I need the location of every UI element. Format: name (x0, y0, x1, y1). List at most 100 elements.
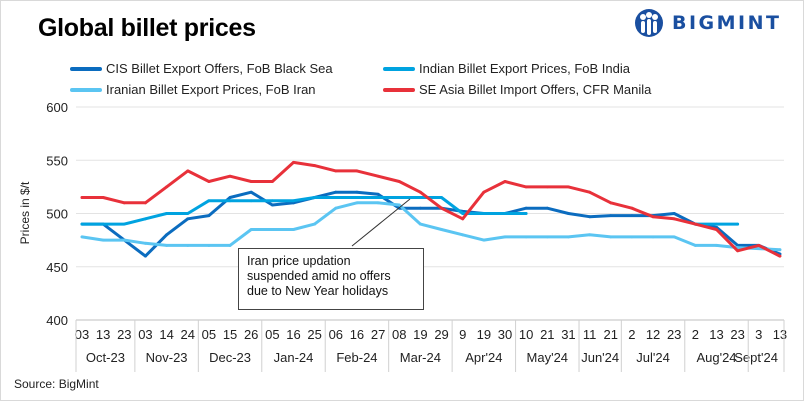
legend-swatch (383, 66, 415, 71)
x-tick-label: 23 (730, 327, 744, 342)
series-line-2 (80, 201, 782, 252)
data-point (609, 201, 613, 205)
x-tick-label: 25 (307, 327, 321, 342)
data-point (397, 203, 401, 207)
data-point (355, 196, 359, 199)
source-note: Source: BigMint (14, 377, 99, 391)
data-point (524, 185, 528, 189)
data-point (122, 238, 126, 242)
data-point (80, 222, 84, 226)
data-point (144, 201, 147, 205)
data-point (270, 180, 274, 183)
data-point (461, 217, 465, 221)
data-point (545, 185, 549, 189)
y-axis-label: Prices in $/t (18, 181, 32, 244)
data-point (270, 228, 274, 231)
x-month-label: Jun'24 (581, 350, 619, 365)
legend-label: Iranian Billet Export Prices, FoB Iran (106, 82, 316, 97)
data-point (165, 233, 169, 237)
data-point (757, 244, 761, 247)
data-point (588, 233, 591, 237)
data-point (228, 174, 232, 178)
legend-label: SE Asia Billet Import Offers, CFR Manila (419, 82, 652, 97)
x-month-label: Dec-23 (209, 350, 251, 365)
data-point (715, 222, 718, 226)
x-tick-label: 27 (371, 327, 385, 342)
data-point (545, 235, 549, 239)
data-point (503, 180, 507, 183)
data-point (757, 247, 761, 251)
data-point (524, 212, 528, 215)
data-point (334, 196, 338, 199)
data-point (461, 212, 465, 215)
data-point (715, 244, 718, 247)
data-point (186, 212, 190, 215)
data-point (482, 212, 486, 215)
data-point (270, 203, 274, 207)
y-tick-label: 400 (46, 313, 68, 328)
x-tick-label: 13 (709, 327, 723, 342)
data-point (249, 190, 253, 194)
bigmint-logo: BIGMINT (634, 8, 782, 38)
data-point (334, 190, 338, 194)
x-tick-label: 3 (755, 327, 762, 342)
data-point (440, 206, 443, 210)
x-tick-label: 06 (329, 327, 343, 342)
x-tick-label: 2 (692, 327, 699, 342)
data-point (101, 222, 105, 226)
data-point (376, 196, 380, 199)
annotation-line: due to New Year holidays (247, 284, 389, 298)
x-month-label: Apr'24 (465, 350, 502, 365)
bigmint-people-icon (635, 9, 663, 37)
x-tick-label: 10 (519, 327, 533, 342)
x-tick-label: 03 (75, 327, 89, 342)
x-tick-label: 12 (646, 327, 660, 342)
x-tick-label: 03 (138, 327, 152, 342)
x-tick-label: 19 (477, 327, 491, 342)
data-point (207, 180, 211, 183)
data-point (122, 222, 126, 226)
series-line-0 (80, 190, 782, 258)
y-tick-label: 500 (46, 207, 68, 222)
data-point (376, 201, 380, 205)
legend-item-se-asia: SE Asia Billet Import Offers, CFR Manila (383, 82, 651, 97)
data-point (609, 214, 613, 218)
data-point (651, 215, 655, 219)
data-point (715, 228, 718, 231)
data-point (144, 241, 147, 245)
data-point (419, 196, 422, 199)
data-point (588, 215, 591, 219)
data-point (355, 201, 359, 205)
data-point (736, 249, 740, 253)
logo-text: BIGMINT (672, 12, 782, 34)
data-point (144, 254, 147, 258)
data-point (693, 244, 697, 247)
data-point (567, 212, 570, 215)
y-tick-label: 600 (46, 100, 68, 115)
data-point (228, 199, 232, 203)
legend-item-iran: Iranian Billet Export Prices, FoB Iran (70, 82, 316, 97)
x-tick-label: 21 (604, 327, 618, 342)
data-point (630, 235, 634, 239)
data-point (313, 164, 317, 167)
data-point (376, 192, 380, 196)
data-point (736, 222, 740, 226)
legend-item-india: Indian Billet Export Prices, FoB India (383, 61, 630, 76)
x-tick-label: 14 (159, 327, 173, 342)
data-point (419, 222, 422, 226)
data-point (80, 196, 84, 199)
legend-swatch (70, 87, 102, 92)
data-point (228, 244, 232, 247)
annotation-line: Iran price updation (247, 254, 351, 268)
data-point (567, 235, 570, 239)
data-point (397, 180, 401, 183)
x-month-label: Feb-24 (336, 350, 377, 365)
x-tick-label: 13 (96, 327, 110, 342)
data-point (482, 190, 486, 194)
x-tick-label: 31 (561, 327, 575, 342)
data-point (672, 212, 676, 215)
data-point (376, 174, 380, 178)
data-point (778, 254, 782, 258)
data-point (292, 228, 295, 231)
data-point (186, 169, 190, 173)
